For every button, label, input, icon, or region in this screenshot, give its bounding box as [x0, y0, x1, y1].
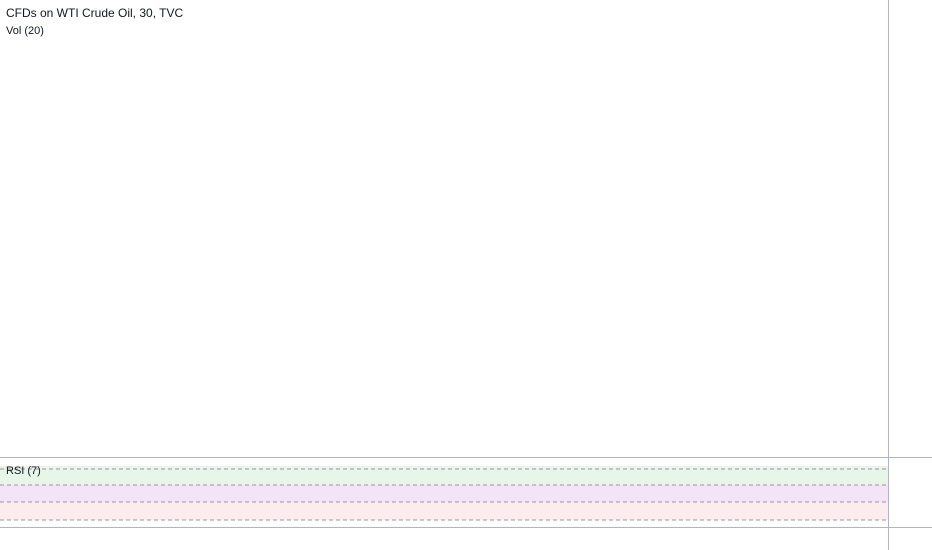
rsi-lower-band	[0, 502, 888, 520]
rsi-background	[0, 466, 888, 521]
rsi-middle-band	[0, 485, 888, 502]
rsi-upper-band	[0, 466, 888, 485]
volume-title: Vol (20)	[6, 25, 44, 37]
rsi-title: RSI (7)	[6, 465, 41, 477]
chart-title: CFDs on WTI Crude Oil, 30, TVC	[6, 6, 183, 20]
